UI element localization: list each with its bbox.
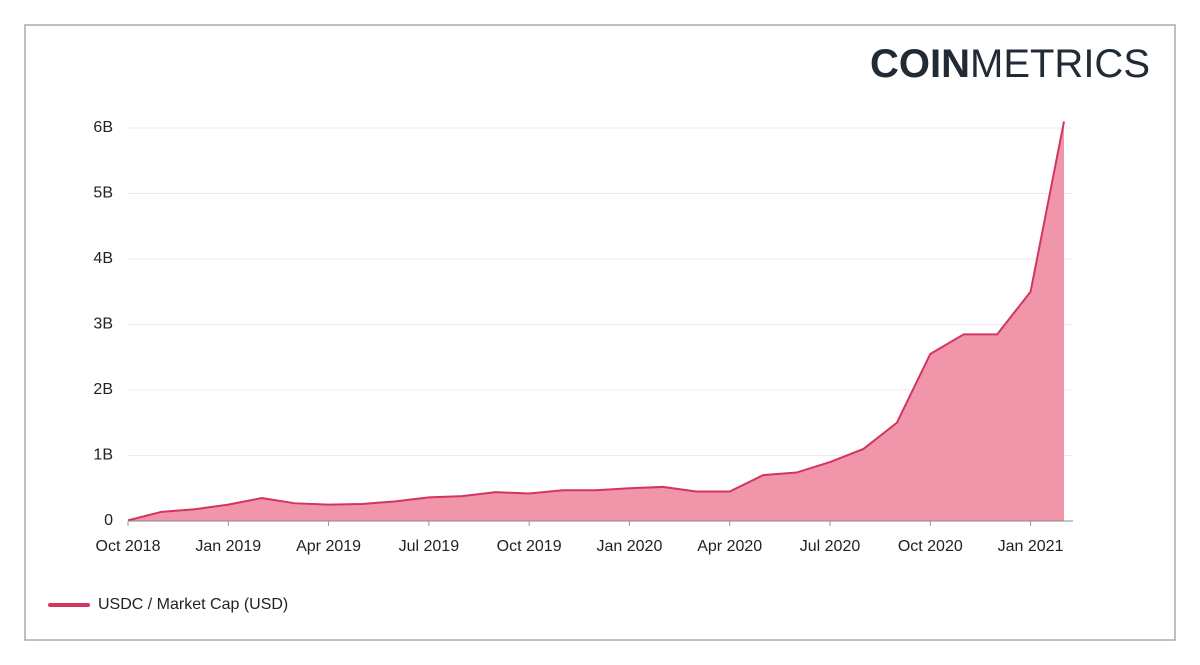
legend-label: USDC / Market Cap (USD): [98, 596, 288, 613]
x-tick-label: Apr 2019: [296, 538, 361, 555]
logo: COINMETRICS: [870, 42, 1150, 86]
x-tick-label: Jul 2019: [399, 538, 460, 555]
x-tick-label: Apr 2020: [697, 538, 762, 555]
y-tick-label: 3B: [93, 316, 113, 333]
y-tick-label: 5B: [93, 185, 113, 202]
y-tick-label: 2B: [93, 381, 113, 398]
y-tick-label: 4B: [93, 250, 113, 267]
logo-light: METRICS: [970, 42, 1150, 86]
logo-bold: COIN: [870, 42, 970, 86]
x-tick-label: Jan 2021: [998, 538, 1064, 555]
area-fill: [128, 121, 1064, 521]
y-tick-label: 0: [104, 512, 113, 529]
x-tick-label: Oct 2018: [96, 538, 161, 555]
x-tick-label: Oct 2019: [497, 538, 562, 555]
line: [127, 121, 1065, 522]
y-tick-label: 1B: [93, 447, 113, 464]
x-tick-label: Jan 2020: [597, 538, 663, 555]
x-tick-label: Jan 2019: [195, 538, 261, 555]
x-tick-label: Oct 2020: [898, 538, 963, 555]
x-tick-label: Jul 2020: [800, 538, 861, 555]
y-tick-label: 6B: [93, 119, 113, 136]
